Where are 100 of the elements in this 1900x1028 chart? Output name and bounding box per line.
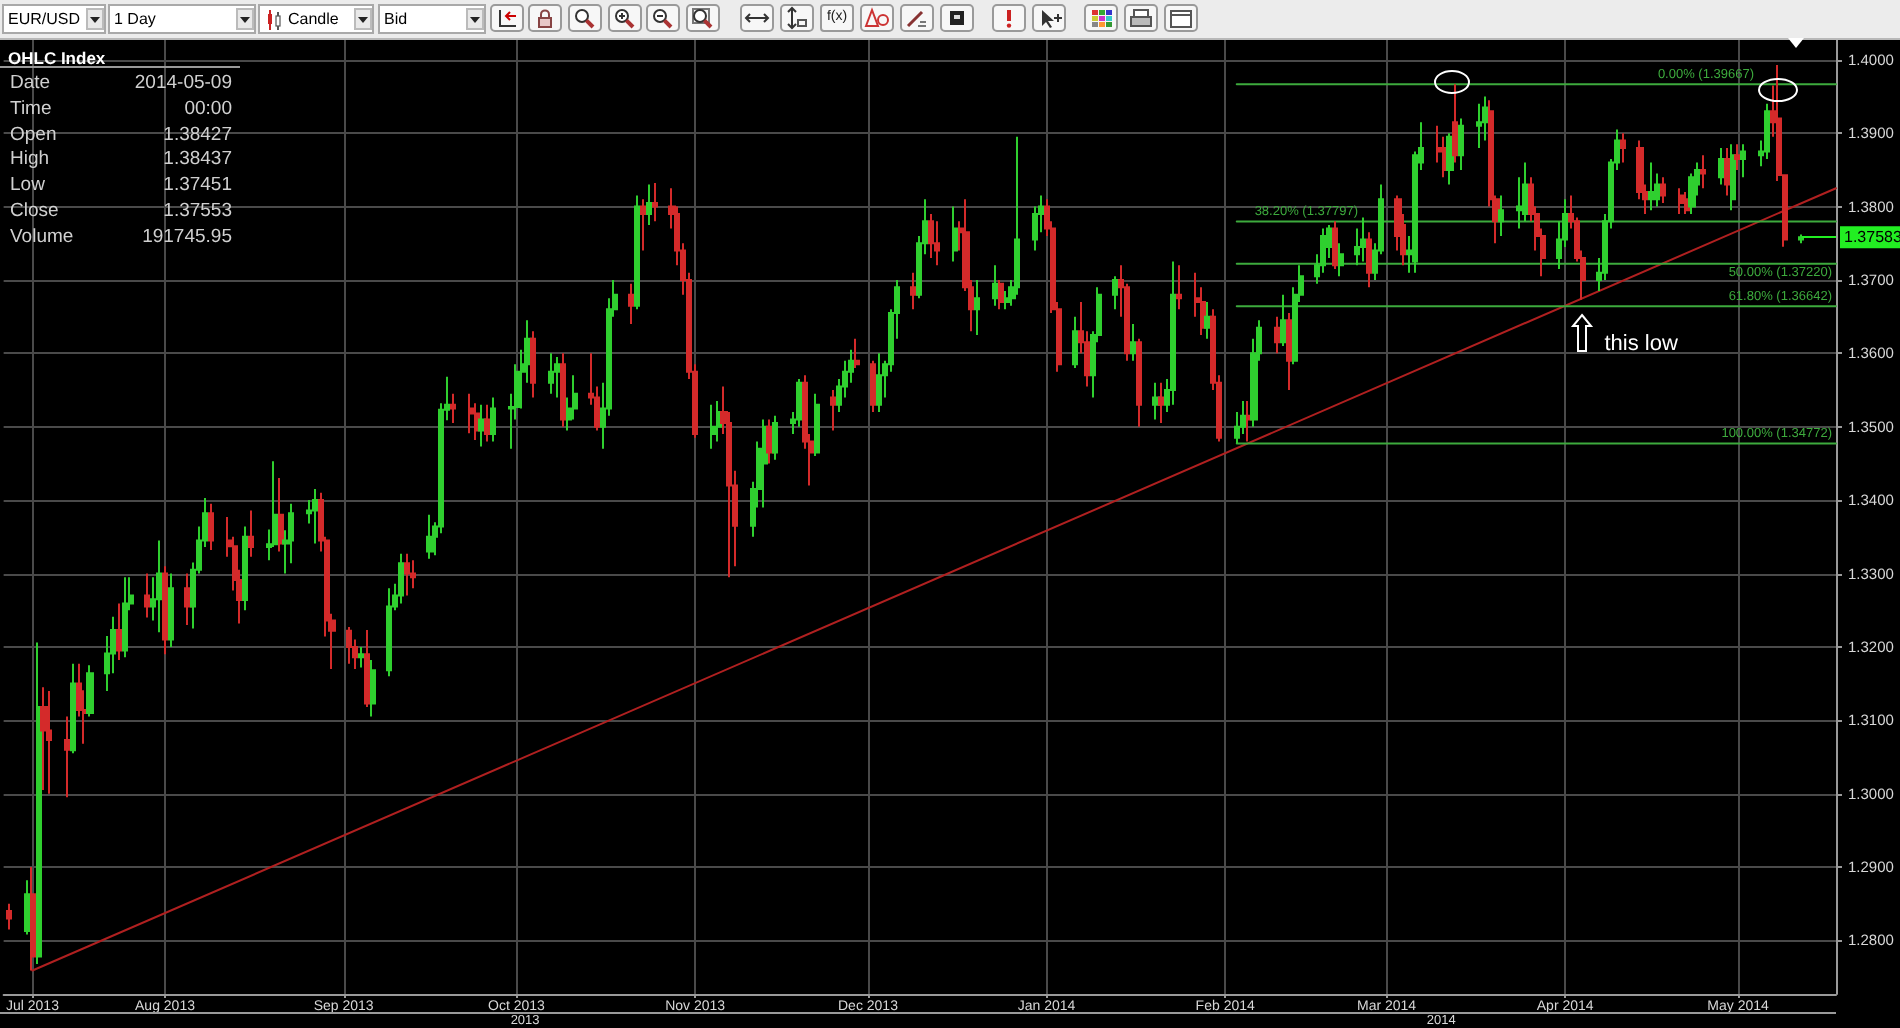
candlestick: [40, 686, 48, 791]
candlestick: [1286, 311, 1292, 392]
annotation: 1.37451: [163, 174, 232, 199]
annotation: 191745.95: [142, 225, 232, 250]
candlestick: [144, 572, 150, 619]
candlestick: [1458, 117, 1464, 171]
annotation: 1.38427: [163, 123, 232, 148]
candlestick: [1724, 146, 1730, 197]
candlestick: [450, 392, 456, 425]
candlestick: [1678, 187, 1684, 215]
candlestick: [162, 565, 168, 656]
candlestick: [184, 572, 192, 626]
candlestick: [1476, 102, 1482, 149]
candlestick: [46, 689, 52, 795]
candlestick: [364, 629, 370, 709]
text: Bid: [384, 8, 408, 32]
candlestick: [116, 602, 122, 662]
candlestick: [278, 477, 284, 553]
text: OHLC Index: [8, 48, 106, 68]
candlestick: [716, 400, 722, 443]
candlestick: [1718, 146, 1724, 186]
candlestick: [1136, 337, 1142, 428]
candlestick: [796, 378, 802, 428]
candlestick: [652, 182, 658, 223]
candlestick: [1620, 132, 1626, 164]
text: EUR/USD: [8, 8, 81, 32]
annotation: 1.38437: [163, 148, 232, 173]
candlestick: [1338, 242, 1344, 278]
candlestick: [830, 389, 836, 432]
candlestick: [992, 264, 998, 307]
candlestick: [36, 641, 42, 965]
candlestick: [934, 220, 940, 267]
candlestick: [1130, 323, 1136, 362]
candlestick: [998, 278, 1004, 311]
candlestick: [1498, 194, 1504, 237]
candlestick: [478, 403, 486, 448]
candlestick: [1798, 233, 1804, 245]
candlestick: [30, 866, 36, 972]
text: Candle: [288, 8, 339, 32]
candlestick: [762, 418, 768, 509]
annotation: this low: [1604, 331, 1678, 356]
candlestick: [70, 662, 76, 755]
candlestick: [312, 488, 318, 545]
candlestick: [646, 183, 652, 226]
candlestick: [1332, 220, 1338, 270]
candlestick: [86, 664, 94, 718]
candlestick: [634, 194, 640, 311]
annotation: Date: [10, 72, 51, 96]
annotation: Volume: [10, 225, 74, 250]
candlestick: [1366, 231, 1372, 289]
candlestick: [974, 278, 980, 337]
candlestick: [876, 352, 882, 414]
candlestick: [468, 392, 474, 435]
candlestick: [1734, 143, 1742, 171]
candlestick: [1158, 381, 1164, 425]
candlestick: [1764, 102, 1770, 160]
candlestick: [1452, 83, 1458, 164]
candlestick: [548, 352, 554, 395]
candlestick: [248, 509, 254, 558]
candlestick: [386, 587, 392, 678]
candlestick: [560, 352, 566, 428]
candlestick: [1740, 143, 1746, 179]
annotation: Time: [10, 97, 52, 122]
candlestick: [928, 212, 934, 259]
candlestick: [398, 552, 404, 605]
candlestick: [772, 414, 778, 461]
candlestick: [370, 659, 376, 718]
candlestick: [1730, 143, 1736, 212]
candlestick: [640, 198, 646, 252]
candlestick: [1072, 315, 1078, 370]
candlestick: [1204, 300, 1212, 340]
candlestick: [426, 513, 434, 560]
candlestick: [1246, 400, 1252, 443]
candlestick: [1280, 293, 1286, 348]
candlestick: [490, 396, 496, 443]
annotation: Close: [10, 200, 59, 224]
candlestick: [242, 525, 248, 612]
candlestick: [1152, 381, 1160, 421]
candlestick: [1660, 176, 1666, 204]
candlestick: [870, 359, 876, 414]
candlestick: [64, 715, 70, 799]
candlestick: [814, 392, 820, 458]
text: 1 Day: [114, 8, 156, 32]
candlestick: [410, 559, 416, 590]
candlestick: [1700, 154, 1706, 190]
annotation: 1.37553: [163, 200, 232, 224]
candlestick: [1482, 95, 1488, 142]
candlestick: [710, 403, 716, 450]
candlestick: [358, 645, 364, 669]
candlestick: [554, 356, 560, 399]
candlestick: [1240, 400, 1246, 436]
candlestick: [208, 502, 214, 552]
candlestick: [952, 205, 958, 263]
annotation: Open: [10, 123, 57, 148]
candlestick: [1446, 132, 1454, 186]
annotation: Low: [10, 174, 45, 199]
candlestick: [1648, 161, 1654, 212]
candlestick: [1176, 264, 1182, 311]
candlestick: [628, 282, 634, 325]
candlestick: [910, 271, 918, 311]
